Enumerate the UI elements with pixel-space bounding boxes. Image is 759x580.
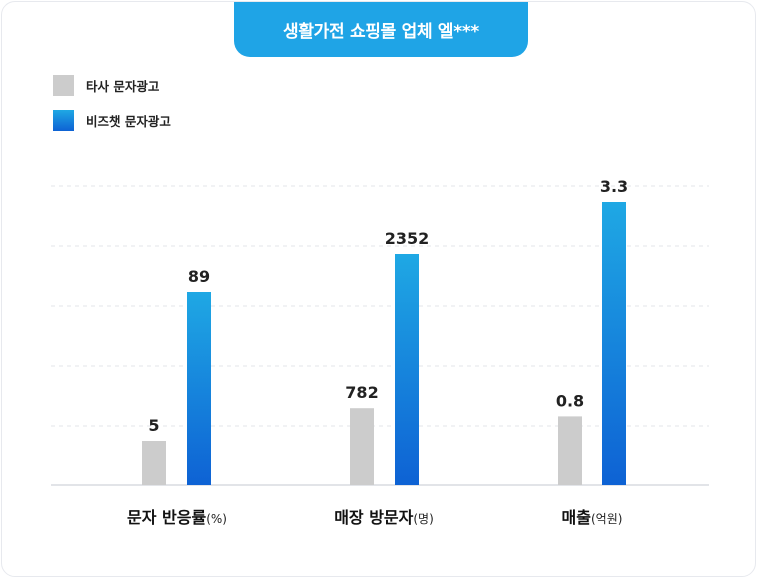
bar-bizchat: [602, 202, 626, 485]
legend-item-other: 타사 문자광고: [53, 75, 159, 96]
legend-label-other: 타사 문자광고: [86, 79, 160, 94]
legend-swatch-other: [53, 75, 74, 96]
category-label: 문자 반응률(%): [127, 508, 227, 527]
legend-label-bizchat: 비즈챗 문자광고: [86, 114, 171, 129]
category-label: 매출(억원): [562, 508, 623, 527]
bar-value-label: 0.8: [556, 391, 584, 410]
bar-other: [142, 441, 166, 485]
legend-item-bizchat: 비즈챗 문자광고: [53, 110, 171, 131]
bar-bizchat: [187, 292, 211, 485]
chart-title: 생활가전 쇼핑몰 업체 엘***: [234, 2, 528, 57]
category-unit: (명): [413, 512, 433, 526]
bar-value-label: 2352: [385, 229, 430, 248]
bar-value-label: 5: [148, 416, 159, 435]
bar-value-label: 3.3: [600, 177, 628, 196]
category-unit: (%): [206, 512, 227, 526]
bar-other: [558, 416, 582, 485]
legend-swatch-bizchat: [53, 110, 74, 131]
category-label: 매장 방문자(명): [334, 508, 434, 527]
bar-bizchat: [395, 254, 419, 485]
bar-value-label: 89: [188, 267, 210, 286]
bar-other: [350, 408, 374, 485]
bar-value-label: 782: [345, 383, 378, 402]
category-unit: (억원): [591, 512, 622, 526]
